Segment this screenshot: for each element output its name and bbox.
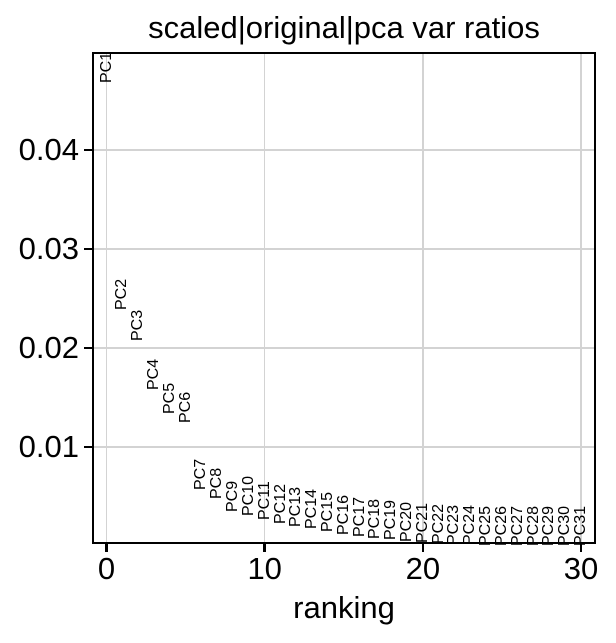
x-tick-label: 0 (97, 551, 116, 586)
x-gridline (105, 52, 108, 544)
data-point-label-pc5: PC5 (160, 383, 178, 415)
x-tick-label: 30 (563, 551, 599, 586)
data-point-label-pc16: PC16 (334, 494, 352, 535)
x-tick-mark (263, 544, 266, 552)
data-point-label-pc18: PC18 (366, 498, 384, 539)
x-gridline (263, 52, 266, 544)
data-point-label-pc10: PC10 (239, 476, 257, 517)
chart-title: scaled|original|pca var ratios (148, 10, 540, 45)
x-tick-mark (105, 544, 108, 552)
x-gridline (422, 52, 424, 544)
y-gridline (92, 248, 596, 250)
data-point-label-pc2: PC2 (113, 279, 131, 311)
data-point-label-pc25: PC25 (477, 505, 495, 546)
x-axis-label: ranking (293, 590, 395, 625)
data-point-label-pc30: PC30 (556, 506, 574, 547)
data-point-label-pc19: PC19 (382, 500, 400, 541)
data-point-label-pc8: PC8 (208, 468, 226, 500)
data-point-label-pc20: PC20 (398, 501, 416, 542)
data-point-label-pc27: PC27 (508, 505, 526, 546)
y-tick-label: 0.02 (18, 329, 79, 365)
plot-border (92, 52, 596, 544)
y-tick-mark (84, 445, 92, 449)
data-point-label-pc13: PC13 (287, 487, 305, 528)
y-tick-mark (84, 346, 92, 350)
data-point-label-pc15: PC15 (318, 491, 336, 532)
y-tick-label: 0.04 (18, 132, 79, 167)
data-point-label-pc3: PC3 (129, 309, 147, 342)
x-tick-mark (579, 544, 583, 552)
data-point-label-pc31: PC31 (571, 506, 589, 547)
y-tick-mark (84, 247, 92, 251)
x-tick-label: 10 (247, 551, 282, 586)
data-point-label-pc21: PC21 (413, 503, 431, 544)
data-point-label-pc24: PC24 (461, 505, 479, 546)
data-point-label-pc9: PC9 (224, 481, 242, 513)
y-gridline (92, 446, 596, 448)
data-point-label-pc29: PC29 (540, 506, 558, 547)
data-point-label-pc14: PC14 (303, 489, 321, 530)
y-tick-label: 0.03 (18, 230, 79, 266)
y-gridline (92, 149, 596, 151)
y-tick-mark (84, 148, 92, 152)
data-point-label-pc6: PC6 (176, 392, 194, 424)
data-point-label-pc4: PC4 (144, 358, 162, 390)
x-tick-mark (421, 544, 425, 552)
data-point-label-pc11: PC11 (255, 481, 273, 521)
data-point-label-pc1: PC1 (97, 51, 115, 83)
y-tick-label: 0.01 (18, 428, 79, 464)
x-gridline (580, 52, 582, 544)
y-gridline (92, 347, 596, 349)
data-point-label-pc26: PC26 (492, 505, 510, 546)
x-tick-label: 20 (405, 551, 441, 586)
